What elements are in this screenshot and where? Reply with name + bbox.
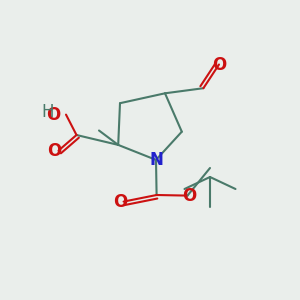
- Text: N: N: [149, 151, 163, 169]
- Text: O: O: [46, 106, 60, 124]
- Text: O: O: [182, 187, 196, 205]
- Text: O: O: [212, 56, 226, 74]
- Text: H: H: [42, 103, 54, 121]
- Text: O: O: [47, 142, 61, 160]
- Text: O: O: [113, 193, 128, 211]
